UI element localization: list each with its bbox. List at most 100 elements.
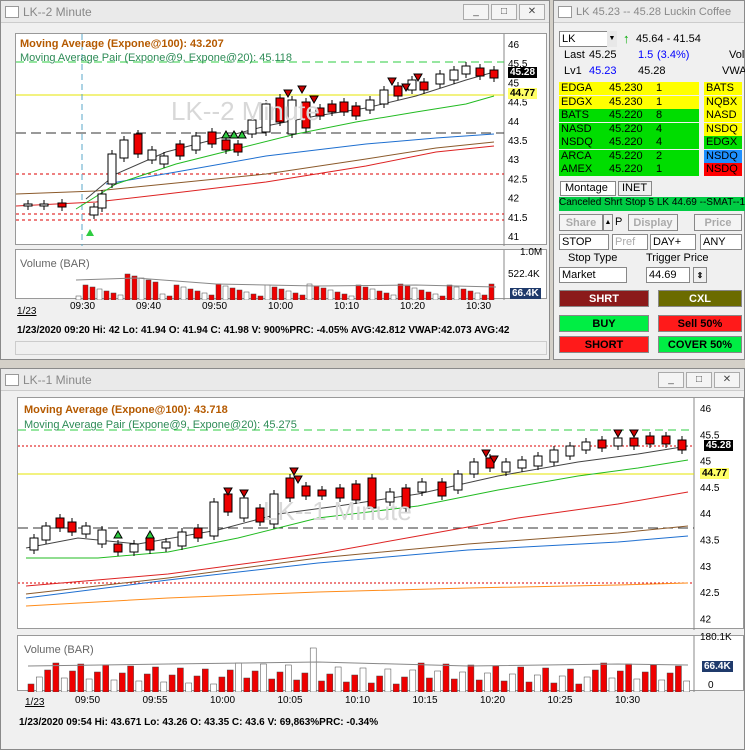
price-button[interactable]: Price [694,214,742,231]
date-tab[interactable]: 1/23 [25,697,45,708]
level2-row[interactable]: BATS 45.220 8 NASD [559,109,742,122]
short-button[interactable]: SHORT [559,336,649,353]
price-pane[interactable]: 46 45.5 45 44.5 44 43.5 43 42.5 42 41.5 41 Moving … [15,33,548,246]
level2-row[interactable]: NASD 45.220 4 NSDQ [559,122,742,136]
stop-type-select[interactable]: Market [559,267,627,283]
buy-button[interactable]: BUY [559,315,649,332]
candle [385,491,395,503]
pref-field[interactable]: Pref [612,234,648,250]
volume-pane[interactable]: Volume (BAR) 180.1K 0 66.4K [17,632,745,693]
sell50-button[interactable]: Sell 50% [658,315,742,332]
volume-bar [567,668,574,693]
share-stepper[interactable]: ▲ [603,214,613,231]
trigger-price-input[interactable]: 44.69 [646,267,690,283]
change-percent: (3.4%) [657,49,690,61]
volume-chart[interactable] [18,636,745,693]
volume-bar [103,290,110,301]
level2-row[interactable]: AMEX 45.220 1 NSDQ [559,163,742,176]
volume-bar [135,680,143,693]
price-pane[interactable]: 46 45.5 45 44.5 44 43.5 43 42.5 42 Moving Averag… [17,397,745,630]
volume-bar [474,292,481,301]
candle [119,139,129,159]
volume-bar [534,674,541,693]
volume-bar [334,291,341,301]
volume-bar [384,668,392,693]
time-tick: 10:10 [345,695,371,706]
volume-bar [341,293,348,301]
volume-bar [348,295,355,301]
candle [613,437,623,447]
volume-label: Vol [729,49,745,61]
volume-avg-line [75,277,497,288]
candle [351,483,361,501]
volume-bar [271,286,278,301]
candle [367,477,377,509]
price-tick: 44.5 [700,483,720,494]
level2-size: 4 [656,122,663,135]
trigger-stepper[interactable]: ⇕ [693,267,707,283]
tif-select[interactable]: DAY+ [650,234,696,250]
candle [661,435,671,445]
level2-row-ask: NQBX [704,95,742,109]
shrt-button[interactable]: SHRT [559,290,649,307]
volume-bar [110,679,118,693]
candle [301,485,311,497]
volume-pane[interactable]: Volume (BAR) 1.0M 522.4K 66.4K [15,247,548,301]
volume-bar [299,294,306,301]
volume-bar [218,676,226,693]
horizontal-scrollbar[interactable] [15,341,547,355]
price-tick: 45 [700,457,712,468]
level2-row[interactable]: EDGX 45.230 1 NQBX [559,95,742,109]
window-titlebar[interactable]: LK--2 Minute _ □ ✕ [1,1,549,23]
volume-bar [650,664,657,693]
candle [379,89,389,105]
volume-bar [383,292,390,301]
level2-titlebar[interactable]: LK 45.23 -- 45.28 Luckin Coffee [554,1,744,23]
cxl-button[interactable]: CXL [658,290,742,307]
level2-row-ask: NSDQ [704,149,742,163]
volume-chart[interactable] [16,250,548,301]
tab-inet[interactable]: INET [618,181,652,196]
share-button[interactable]: Share [559,214,603,231]
candle [453,473,463,491]
route-select[interactable]: ANY [700,234,742,250]
maximize-button[interactable]: □ [686,371,712,388]
level2-row[interactable]: EDGA 45.230 1 BATS [559,82,742,95]
price-chart[interactable]: 46 45.5 45 44.5 44 43.5 43 42.5 42 [18,398,745,630]
volume-bar [117,294,124,301]
volume-bar [417,662,425,693]
minimize-button[interactable]: _ [658,371,684,388]
volume-bar [89,286,96,301]
level2-row[interactable]: NSDQ 45.220 4 EDGX [559,136,742,149]
cover50-button[interactable]: COVER 50% [658,336,742,353]
candle [449,69,459,81]
volume-bar [160,681,168,693]
level2-row[interactable]: ARCA 45.220 2 NSDQ [559,149,742,163]
candle [275,97,285,123]
candle [287,99,297,135]
price-tick: 46 [508,40,520,51]
volume-bar [509,673,516,693]
tab-montage[interactable]: Montage [560,181,616,196]
symbol-input[interactable]: LK [559,31,617,47]
candle [581,441,591,451]
chevron-down-icon[interactable]: ▼ [607,31,617,47]
volume-bar [500,680,508,693]
order-type-select[interactable]: STOP [559,234,609,250]
candle [501,461,511,473]
level2-row-ask: NASD [704,109,742,122]
p-label: P [615,216,623,228]
price-chart[interactable]: 46 45.5 45 44.5 44 43.5 43 42.5 42 41.5 41 [15,34,548,246]
volume-bar [127,665,134,693]
volume-bar [309,647,317,693]
candle [177,531,187,547]
date-tab[interactable]: 1/23 [17,306,37,317]
window-titlebar[interactable]: LK--1 Minute _ □ ✕ [1,369,744,391]
close-button[interactable]: ✕ [519,3,545,20]
maximize-button[interactable]: □ [491,3,517,20]
display-button[interactable]: Display [628,214,678,231]
volume-bar [159,293,166,301]
close-button[interactable]: ✕ [714,371,740,388]
level2-price: 45.230 [609,95,643,108]
minimize-button[interactable]: _ [463,3,489,20]
